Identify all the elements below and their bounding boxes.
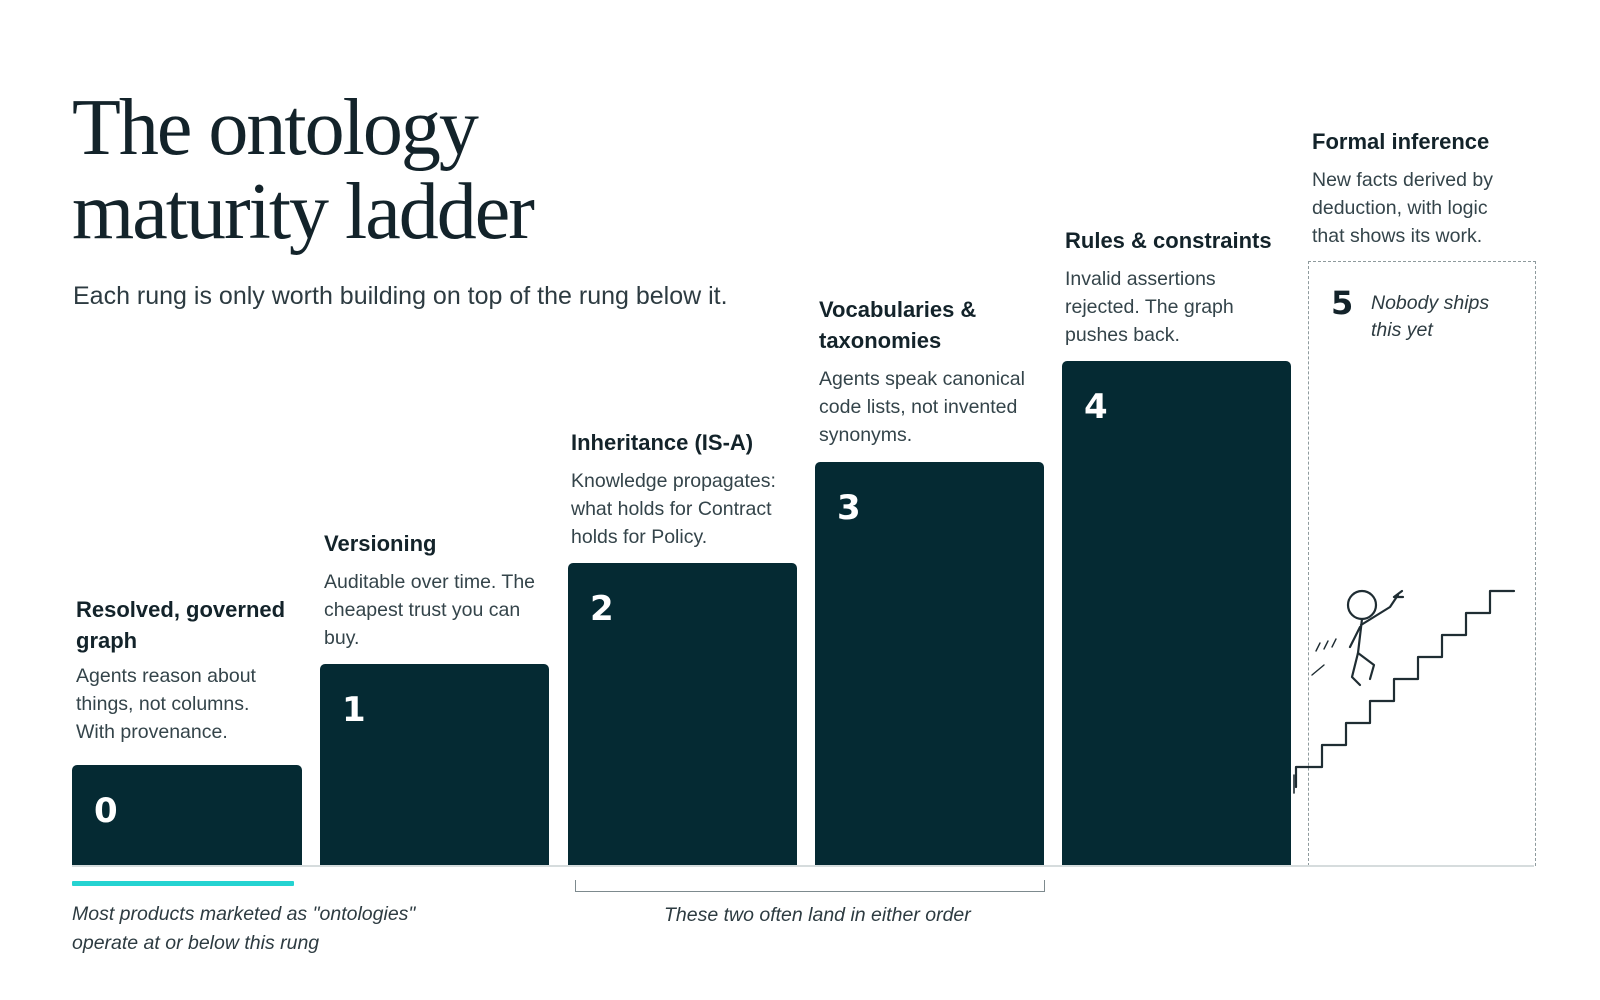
rung-2-number: 2 <box>590 589 614 629</box>
rung-2-name: Inheritance (IS-A) <box>571 430 754 455</box>
rung-5-text: Formal inference New facts derived by de… <box>1312 126 1544 250</box>
rung-2-block: 2 <box>568 563 797 865</box>
rungs-2-3-bracket-note: These two often land in either order <box>664 904 971 926</box>
rung-4-number: 4 <box>1084 387 1108 427</box>
rung-4-description: Invalid assertions rejected. The graph p… <box>1065 268 1234 346</box>
rung-3-description: Agents speak canonical code lists, not i… <box>819 368 1025 446</box>
rung-5-status-note: Nobody ships this yet <box>1371 292 1490 341</box>
rung-5-name: Formal inference <box>1312 129 1490 154</box>
rung-3-block: 3 <box>815 462 1044 865</box>
rung-4-text: Rules & constraints Invalid assertions r… <box>1065 225 1297 349</box>
rung-1-description: Auditable over time. The cheapest trust … <box>324 571 536 649</box>
rung-1-name: Versioning <box>324 531 437 556</box>
rung-1-block: 1 <box>320 664 549 865</box>
rung-0-description: Agents reason about things, not columns.… <box>76 665 256 743</box>
page-title: The ontology maturity ladder <box>72 84 535 256</box>
rung-2-description: Knowledge propagates: what holds for Con… <box>571 470 776 548</box>
rung-0-block: 0 <box>72 765 302 865</box>
rung-0-threshold-line <box>72 881 294 886</box>
rung-1-number: 1 <box>342 690 366 730</box>
rung-5-number: 5 <box>1331 284 1354 322</box>
title-line-2: maturity ladder <box>72 168 535 256</box>
rung-0-name: Resolved, governed graph <box>76 597 286 653</box>
rung-5-description: New facts derived by deduction, with log… <box>1312 169 1493 247</box>
rung-0-number: 0 <box>94 791 118 831</box>
ladder-baseline <box>72 865 1534 867</box>
title-line-1: The ontology <box>72 84 479 172</box>
rung-2-text: Inheritance (IS-A) Knowledge propagates:… <box>571 427 803 551</box>
page-subtitle: Each rung is only worth building on top … <box>73 282 728 310</box>
rung-4-name: Rules & constraints <box>1065 228 1272 253</box>
stick-figure-climbing-stairs-icon <box>1293 589 1516 794</box>
rung-1-text: Versioning Auditable over time. The chea… <box>324 528 556 652</box>
rung-0-text: Resolved, governed graph Agents reason a… <box>76 594 308 746</box>
rung-3-name: Vocabularies & taxonomies <box>819 297 977 353</box>
rung-5-placeholder: 5 Nobody ships this yet <box>1308 261 1536 866</box>
rung-0-note: Most products marketed as "ontologies" o… <box>72 903 416 954</box>
rung-3-text: Vocabularies & taxonomies Agents speak c… <box>819 294 1051 449</box>
rung-4-block: 4 <box>1062 361 1291 865</box>
rung-3-number: 3 <box>837 488 861 528</box>
rungs-2-3-bracket <box>575 880 1045 892</box>
